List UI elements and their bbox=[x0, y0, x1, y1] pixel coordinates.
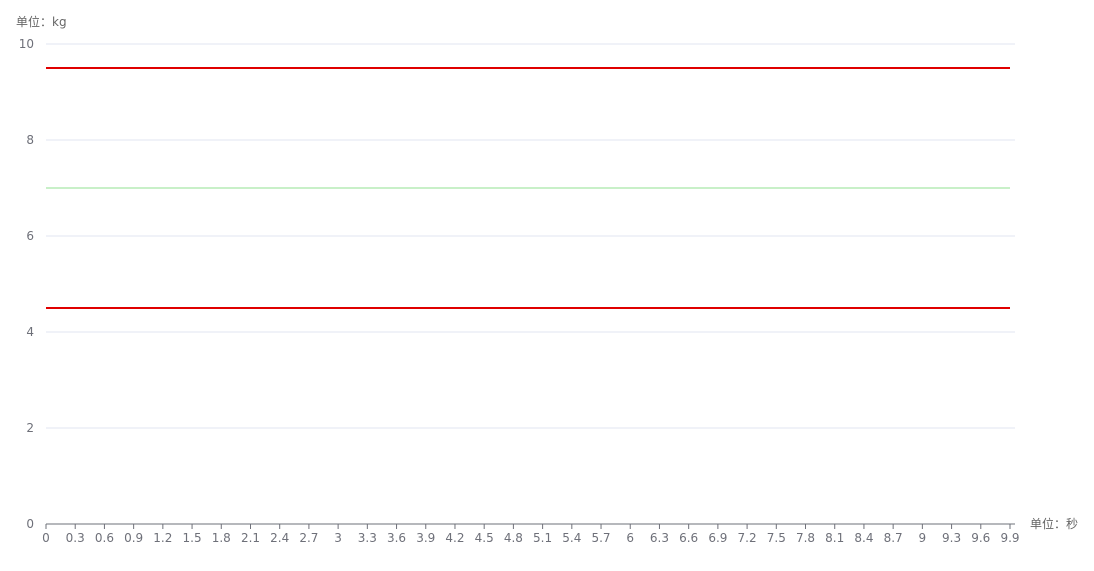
x-tick-label: 0 bbox=[42, 531, 50, 545]
series-lines bbox=[46, 67, 1010, 309]
x-unit-label: 单位：秒 bbox=[1030, 516, 1078, 531]
x-tick-label: 1.5 bbox=[183, 531, 202, 545]
x-tick-label: 3.3 bbox=[358, 531, 377, 545]
x-tick-label: 0.3 bbox=[66, 531, 85, 545]
x-axis: 0 0.3 0.6 0.9 1.2 1.5 1.8 2.1 2.4 2.7 3 3.3 3.6 3.9 4.… bbox=[42, 523, 1020, 545]
x-tick-label: 5.1 bbox=[533, 531, 552, 545]
x-tick-label: 0.6 bbox=[95, 531, 114, 545]
x-tick-label: 3 bbox=[334, 531, 342, 545]
x-tick-label: 7.5 bbox=[767, 531, 786, 545]
x-tick-label: 9.9 bbox=[1000, 531, 1019, 545]
x-tick-label: 2.1 bbox=[241, 531, 260, 545]
x-tick-label: 1.2 bbox=[153, 531, 172, 545]
x-tick-label: 9.6 bbox=[971, 531, 990, 545]
x-tick-label: 4.2 bbox=[445, 531, 464, 545]
x-tick-label: 9.3 bbox=[942, 531, 961, 545]
x-tick-label: 9 bbox=[919, 531, 927, 545]
x-tick-label: 5.7 bbox=[591, 531, 610, 545]
x-tick-label: 0.9 bbox=[124, 531, 143, 545]
x-tick-label: 6.9 bbox=[708, 531, 727, 545]
x-tick-label: 2.4 bbox=[270, 531, 289, 545]
y-axis: 0 2 4 6 8 10 bbox=[19, 37, 34, 531]
x-tick-label: 8.4 bbox=[854, 531, 873, 545]
x-tick-label: 6 bbox=[626, 531, 634, 545]
y-tick-label: 8 bbox=[26, 133, 34, 147]
x-tick-label: 2.7 bbox=[299, 531, 318, 545]
y-tick-label: 10 bbox=[19, 37, 34, 51]
x-tick-label: 4.8 bbox=[504, 531, 523, 545]
x-tick-label: 1.8 bbox=[212, 531, 231, 545]
x-tick-label: 3.6 bbox=[387, 531, 406, 545]
x-tick-label: 8.1 bbox=[825, 531, 844, 545]
x-tick-label: 7.2 bbox=[738, 531, 757, 545]
y-tick-label: 4 bbox=[26, 325, 34, 339]
y-unit-label: 单位：kg bbox=[16, 14, 67, 29]
x-tick-label: 5.4 bbox=[562, 531, 581, 545]
y-tick-label: 2 bbox=[26, 421, 34, 435]
x-tick-label: 6.6 bbox=[679, 531, 698, 545]
y-tick-label: 6 bbox=[26, 229, 34, 243]
x-tick-label: 4.5 bbox=[475, 531, 494, 545]
y-gridlines bbox=[46, 43, 1015, 429]
x-tick-label: 3.9 bbox=[416, 531, 435, 545]
x-tick-label: 6.3 bbox=[650, 531, 669, 545]
x-tick-label: 7.8 bbox=[796, 531, 815, 545]
y-tick-label: 0 bbox=[26, 517, 34, 531]
x-tick-label: 8.7 bbox=[884, 531, 903, 545]
